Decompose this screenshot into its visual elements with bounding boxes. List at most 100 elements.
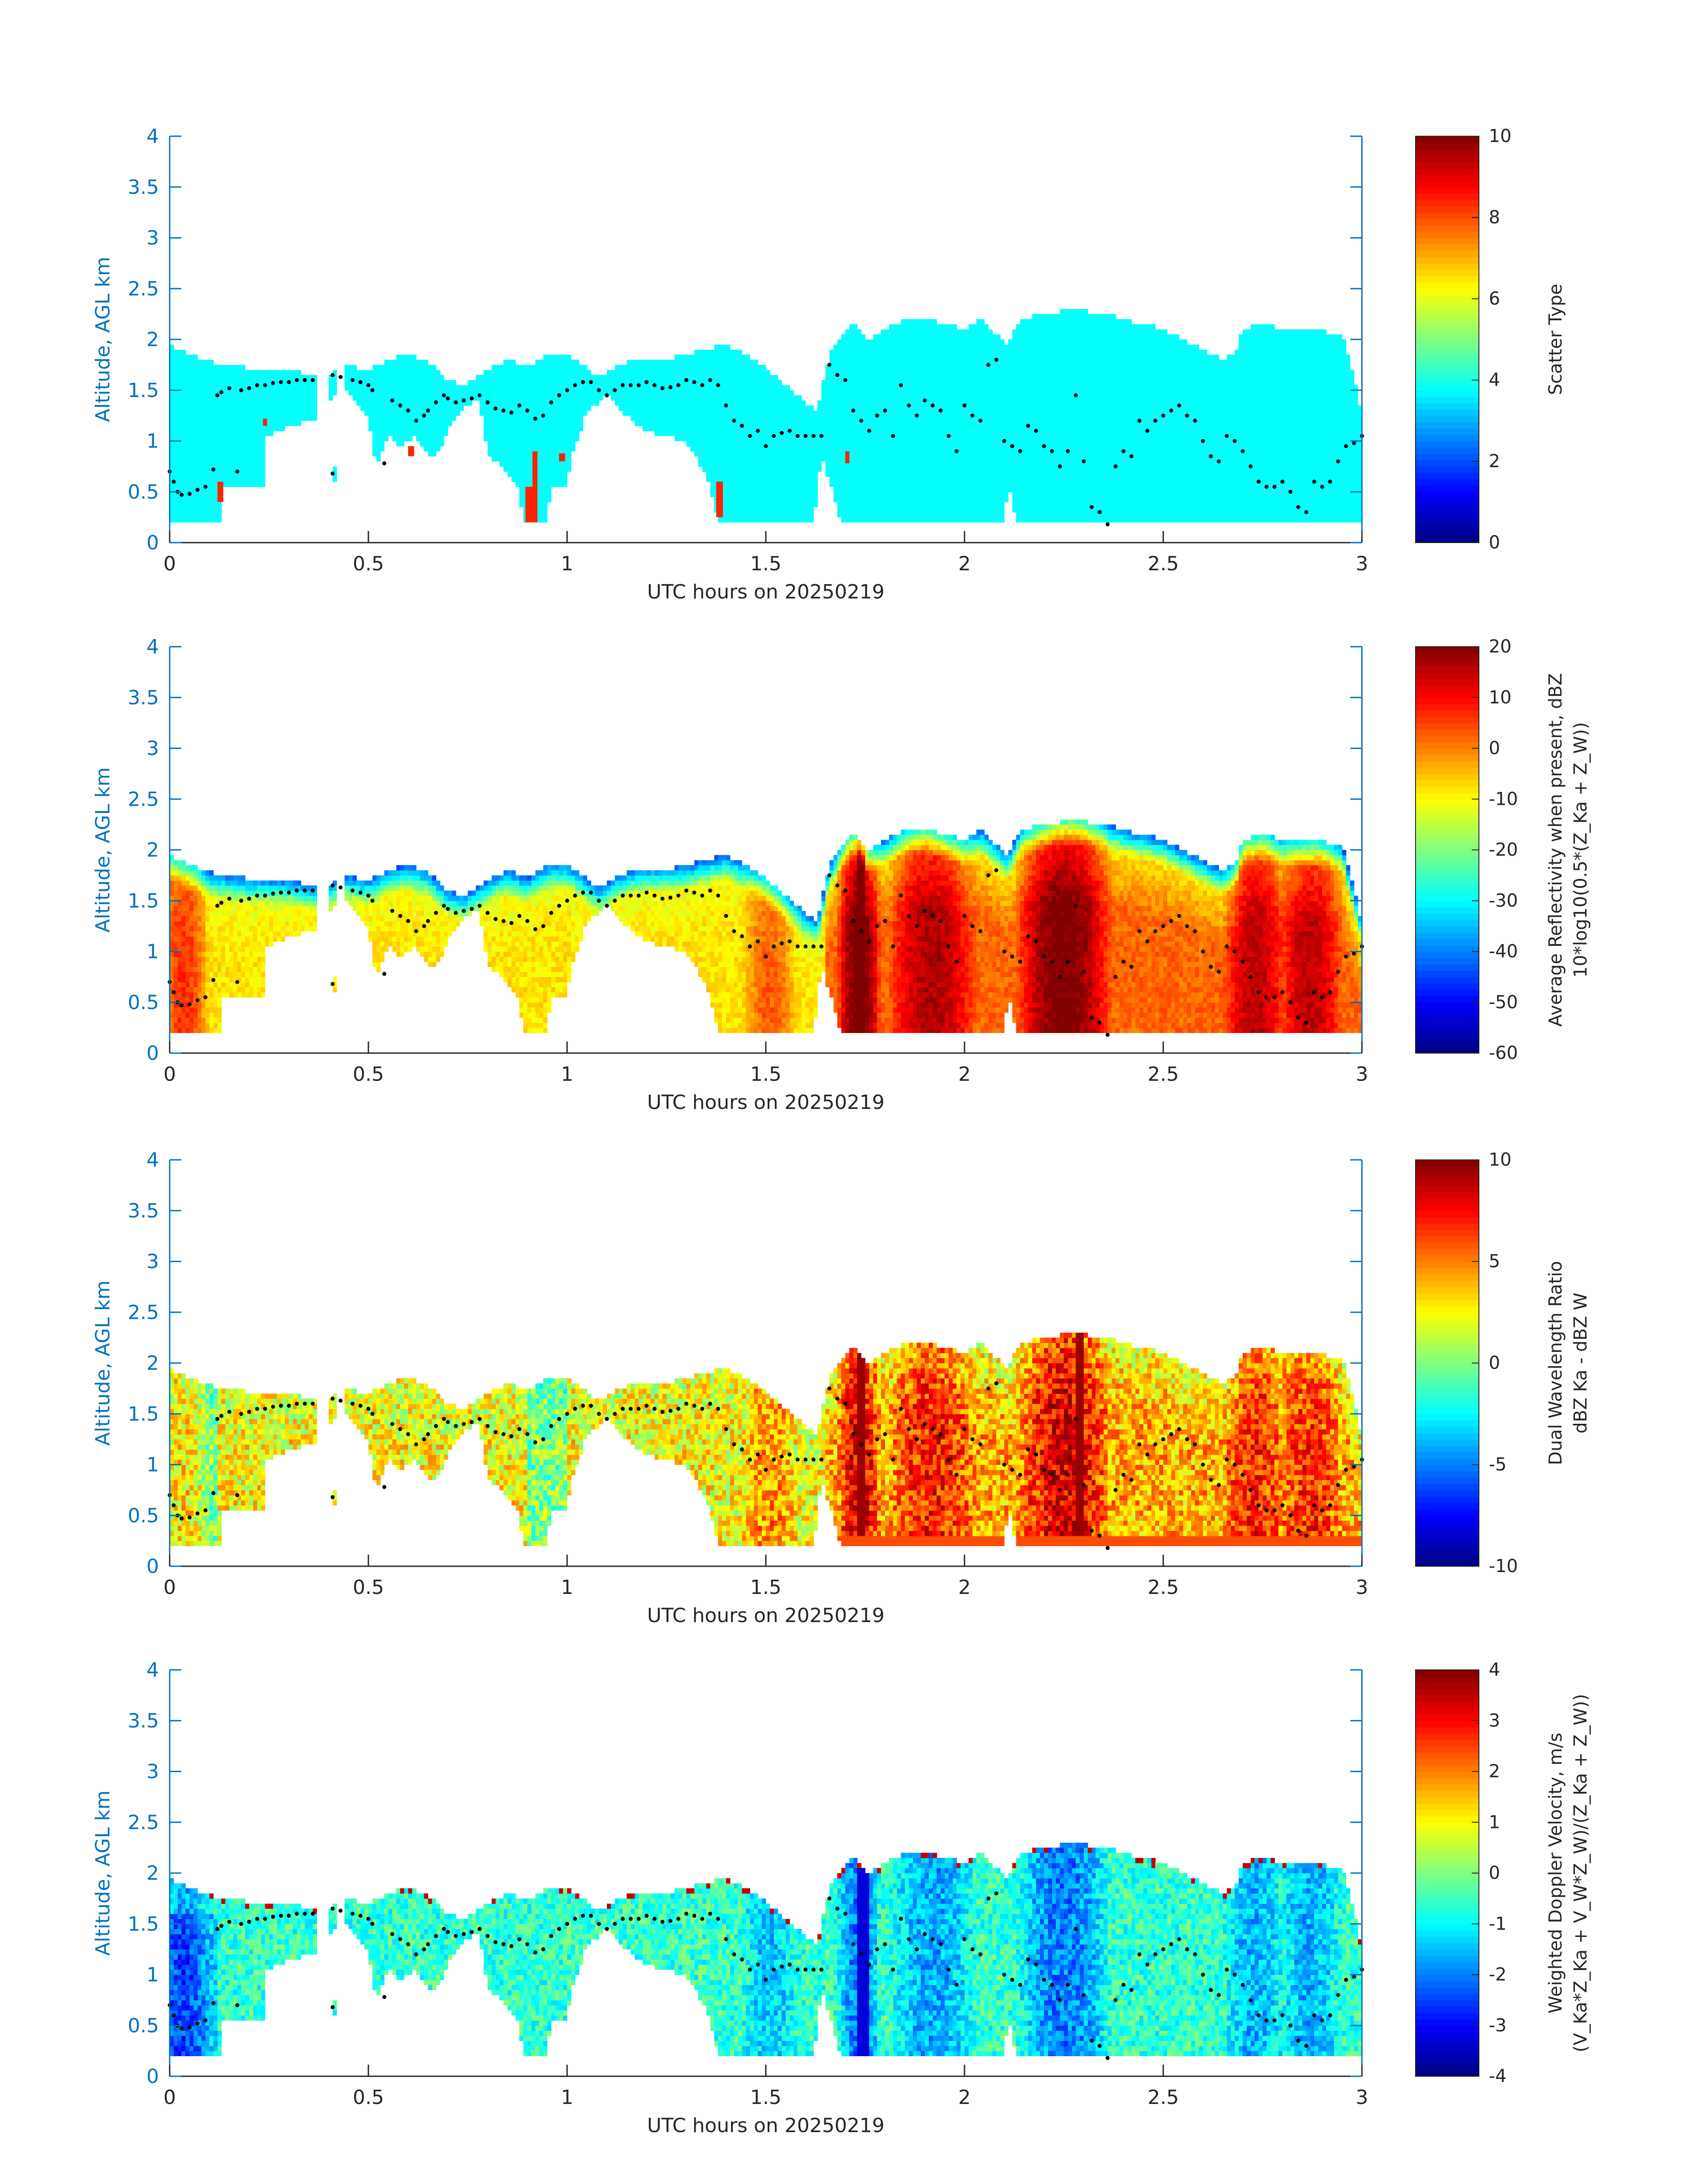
heatmap-cell [185, 355, 190, 360]
heatmap-cell [455, 385, 460, 391]
heatmap-cell [921, 471, 925, 477]
heatmap-cell [690, 421, 695, 426]
heatmap-cell [217, 466, 222, 472]
heatmap-cell [965, 497, 969, 502]
heatmap-cell [579, 410, 584, 416]
heatmap-cell [992, 355, 997, 360]
heatmap-cell [940, 349, 945, 355]
heatmap-cell [551, 436, 555, 442]
heatmap-cell [873, 390, 877, 396]
heatmap-cell [857, 380, 862, 385]
heatmap-cell [785, 446, 790, 452]
heatmap-cell [1000, 431, 1005, 436]
heatmap-cell [777, 502, 782, 507]
heatmap-cell [948, 360, 953, 365]
heatmap-cell [706, 451, 710, 457]
heatmap-cell [813, 441, 818, 447]
heatmap-cell [551, 456, 555, 462]
heatmap-cell [233, 405, 238, 411]
heatmap-cell [948, 339, 953, 345]
heatmap-cell [730, 507, 735, 513]
heatmap-cell [245, 471, 250, 477]
heatmap-cell [936, 477, 941, 482]
heatmap-cell [777, 380, 782, 385]
heatmap-cell [412, 390, 417, 396]
heatmap-cell [869, 395, 873, 401]
heatmap-cell [928, 426, 933, 431]
heatmap-cell [988, 415, 993, 421]
heatmap-cell [781, 451, 786, 457]
heatmap-cell [841, 400, 846, 406]
heatmap-cell [798, 502, 802, 507]
heatmap-cell [626, 400, 631, 406]
heatmap-cell [730, 461, 735, 467]
heatmap-cell [960, 426, 965, 431]
heatmap-cell [781, 415, 786, 421]
heatmap-cell [698, 441, 703, 447]
heatmap-cell [873, 497, 877, 502]
heatmap-cell [404, 436, 409, 442]
heatmap-cell [734, 502, 739, 507]
heatmap-cell [265, 410, 270, 416]
heatmap-cell [384, 395, 389, 401]
heatmap-cell [734, 441, 739, 447]
heatmap-cell [905, 360, 909, 365]
heatmap-cell [909, 329, 913, 335]
heatmap-cell [806, 502, 810, 507]
heatmap-cell [1004, 380, 1009, 385]
heatmap-cell [773, 441, 778, 447]
heatmap-cell [650, 415, 655, 421]
heatmap-cell [205, 390, 210, 396]
heatmap-cell [424, 441, 429, 447]
heatmap-cell [631, 360, 635, 365]
heatmap-cell [217, 517, 222, 523]
heatmap-cell [972, 360, 977, 365]
heatmap-cell [897, 380, 902, 385]
heatmap-cell [829, 421, 834, 426]
heatmap-cell [209, 421, 214, 426]
heatmap-cell [177, 426, 182, 431]
heatmap-cell [877, 477, 881, 482]
heatmap-cell [817, 441, 822, 447]
heatmap-cell [948, 477, 953, 482]
heatmap-cell [932, 400, 937, 406]
heatmap-cell [535, 492, 540, 498]
heatmap-cell [491, 421, 496, 426]
heatmap-cell [511, 380, 516, 385]
heatmap-cell [177, 507, 182, 513]
heatmap-cell [726, 477, 731, 482]
heatmap-cell [698, 436, 703, 442]
heatmap-cell [209, 436, 214, 442]
heatmap-cell [758, 395, 762, 401]
heatmap-cell [992, 512, 997, 518]
heatmap-cell [734, 461, 739, 467]
heatmap-cell [173, 426, 178, 431]
heatmap-cell [726, 400, 731, 406]
heatmap-cell [940, 400, 945, 406]
heatmap-cell [309, 415, 313, 421]
heatmap-cell [543, 492, 548, 498]
heatmap-cell [913, 466, 917, 472]
heatmap-cell [273, 421, 277, 426]
heatmap-cell [837, 390, 842, 396]
heatmap-cell [650, 421, 655, 426]
heatmap-cell [488, 410, 492, 416]
heatmap-cell [889, 486, 894, 492]
heatmap-cell [289, 380, 293, 385]
heatmap-cell [309, 385, 313, 391]
heatmap-cell [193, 415, 198, 421]
heatmap-cell [944, 466, 949, 472]
heatmap-cell [420, 421, 425, 426]
heatmap-cell [173, 466, 178, 472]
heatmap-cell [654, 405, 659, 411]
heatmap-cell [897, 512, 902, 518]
heatmap-cell [376, 375, 381, 381]
heatmap-cell [444, 405, 448, 411]
heatmap-cell [392, 421, 397, 426]
heatmap-cell [825, 400, 830, 406]
heatmap-cell [798, 431, 802, 436]
heatmap-cell [710, 441, 714, 447]
heatmap-cell [897, 456, 902, 462]
heatmap-cell [972, 385, 977, 391]
heatmap-cell [980, 380, 985, 385]
